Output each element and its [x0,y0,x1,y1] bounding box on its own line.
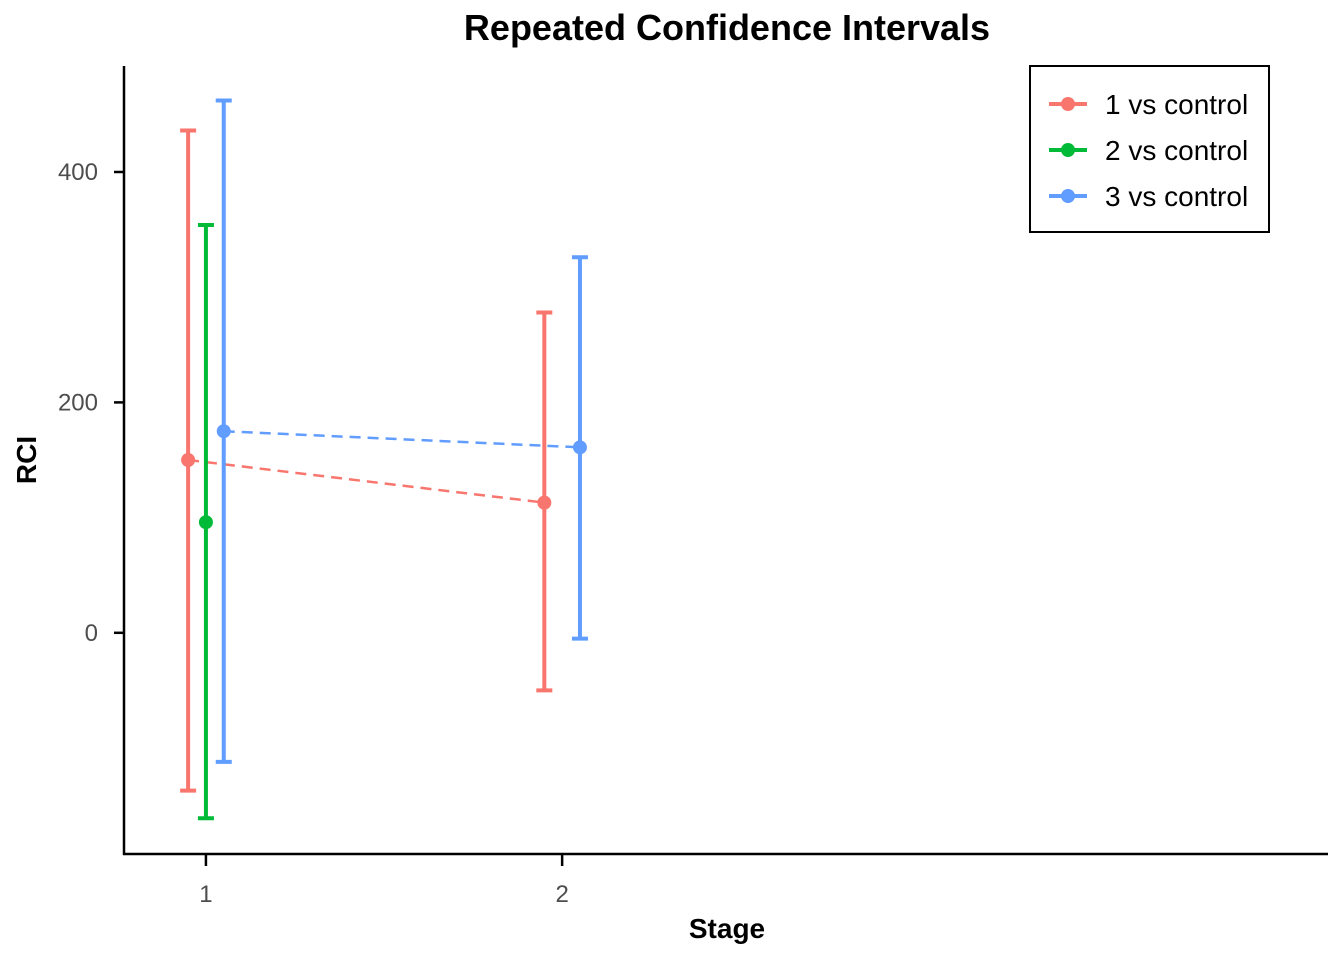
legend-label: 1 vs control [1105,89,1248,120]
y-tick-label: 200 [58,389,98,416]
legend-key-point [1061,189,1075,203]
axes-layer: 0 200 400 1 2 [58,66,1328,908]
y-tick-label: 400 [58,159,98,186]
estimate-point [181,453,196,467]
x-axis-title: Stage [689,913,765,944]
chart-title: Repeated Confidence Intervals [464,7,990,48]
series-connector-line [187,458,545,504]
estimate-point [216,424,231,439]
legend-label: 2 vs control [1105,135,1248,166]
legend: 1 vs control 2 vs control 3 vs control [1029,65,1270,233]
y-tick-label: 0 [85,620,98,647]
series-2 [197,222,214,821]
estimate-point [537,495,552,510]
estimate-point [198,515,213,530]
estimate-point [572,440,587,455]
legend-key-point [1061,143,1075,157]
y-axis-title: RCI [11,436,42,484]
series-1 [180,128,553,793]
plot-layer [180,98,588,821]
legend-label: 3 vs control [1105,181,1248,212]
legend-key-point [1061,97,1075,111]
series-connector-line [223,429,581,449]
x-tick-label: 1 [199,881,212,908]
x-tick-label: 2 [555,881,568,908]
series-3 [215,98,588,764]
